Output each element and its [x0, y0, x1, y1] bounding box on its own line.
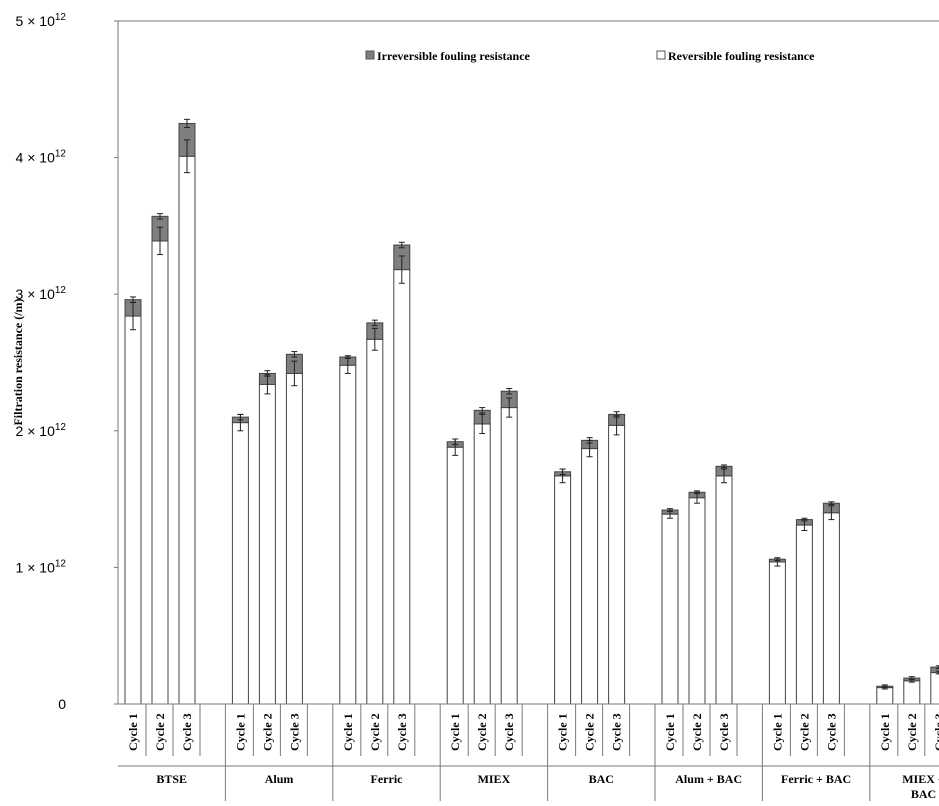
group-label: Alum + BAC: [675, 772, 742, 786]
group-label: MIEX +: [902, 772, 939, 786]
cycle-label: Cycle 1: [878, 713, 892, 751]
cycle-label: Cycle 3: [395, 713, 409, 751]
bar-reversible: [366, 338, 384, 705]
cycle-label: Cycle 3: [502, 713, 516, 751]
bar-reversible: [151, 240, 169, 705]
legend-label-reversible: Reversible fouling resistance: [668, 49, 815, 63]
cycle-label: Cycle 1: [126, 713, 140, 751]
bars-layer: [124, 118, 939, 705]
bar-reversible: [178, 155, 196, 705]
cycle-label: Cycle 1: [770, 713, 784, 751]
legend: Irreversible fouling resistance Reversib…: [365, 49, 815, 63]
cycle-label: Cycle 2: [368, 713, 382, 751]
bar-group: [876, 665, 939, 705]
y-tick-label: 1 × 1012: [16, 558, 67, 575]
group-label: BAC: [589, 772, 614, 786]
cycle-label: Cycle 1: [663, 713, 677, 751]
legend-swatch-irreversible: [365, 50, 375, 60]
cycle-label: Cycle 3: [180, 713, 194, 751]
bar-irreversible: [930, 666, 939, 674]
bar-reversible: [715, 475, 733, 705]
group-label: Ferric: [371, 772, 404, 786]
bar-reversible: [930, 672, 939, 705]
bar-reversible: [795, 524, 813, 705]
cycle-label: Cycle 1: [341, 713, 355, 751]
bar-group: [339, 241, 411, 705]
cycle-label: Cycle 3: [717, 713, 731, 751]
bar-group: [661, 464, 733, 705]
cycle-label: Cycle 3: [932, 713, 939, 751]
cycle-label: Cycle 3: [287, 713, 301, 751]
cycle-label: Cycle 2: [153, 713, 167, 751]
bar-reversible: [446, 446, 464, 705]
bar-reversible: [124, 315, 142, 705]
y-tick-label: 0: [58, 696, 66, 712]
bar-reversible: [822, 512, 840, 705]
bar-group: [768, 501, 840, 705]
cycle-label: Cycle 1: [556, 713, 570, 751]
bar-group: [124, 118, 196, 705]
group-label: Ferric + BAC: [781, 772, 851, 786]
cycle-label: Cycle 2: [260, 713, 274, 751]
cycle-label: Cycle 1: [233, 713, 247, 751]
axis-layer: 0 1 × 1012 2 × 1012 3 × 1012 4 × 1012 5 × 101…: [16, 12, 939, 712]
y-tick-label: 4 × 1012: [16, 149, 67, 166]
bar-reversible: [554, 475, 572, 705]
y-tick-label: 5 × 1012: [16, 12, 67, 29]
x-axis-labels: Cycle 1 Cycle 2 Cycle 3 BTSE Cycle 1 Cycle 2 C…: [118, 703, 939, 801]
bar-reversible: [500, 407, 518, 705]
bar-reversible: [285, 372, 303, 705]
bar-reversible: [393, 269, 411, 705]
cycle-label: Cycle 2: [690, 713, 704, 751]
bar-reversible: [473, 423, 491, 705]
bar-group: [446, 387, 518, 705]
bar-group: [231, 351, 303, 705]
y-axis-label: Filtration resistance (/m): [11, 298, 25, 425]
bar-reversible: [688, 497, 706, 705]
cycle-label: Cycle 2: [475, 713, 489, 751]
bar-reversible: [903, 680, 921, 705]
bar-reversible: [768, 561, 786, 705]
legend-label-irreversible: Irreversible fouling resistance: [377, 49, 531, 63]
group-label: BAC: [911, 787, 936, 801]
bar-group: [554, 411, 626, 705]
bar-reversible: [876, 687, 894, 705]
bar-reversible: [608, 424, 626, 705]
bar-reversible: [581, 448, 599, 705]
y-tick-label: 3 × 1012: [16, 285, 67, 302]
cycle-label: Cycle 3: [824, 713, 838, 751]
legend-swatch-reversible: [656, 50, 666, 60]
group-label: BTSE: [156, 772, 187, 786]
bar-reversible: [661, 513, 679, 705]
group-label: MIEX: [478, 772, 511, 786]
cycle-label: Cycle 1: [448, 713, 462, 751]
cycle-label: Cycle 2: [583, 713, 597, 751]
bar-reversible: [258, 383, 276, 705]
bar-reversible: [231, 422, 249, 705]
y-tick-label: 2 × 1012: [16, 422, 67, 439]
cycle-label: Cycle 2: [905, 713, 919, 751]
cycle-label: Cycle 2: [797, 713, 811, 751]
bar-reversible: [339, 364, 357, 705]
cycle-label: Cycle 3: [610, 713, 624, 751]
group-label: Alum: [265, 772, 294, 786]
